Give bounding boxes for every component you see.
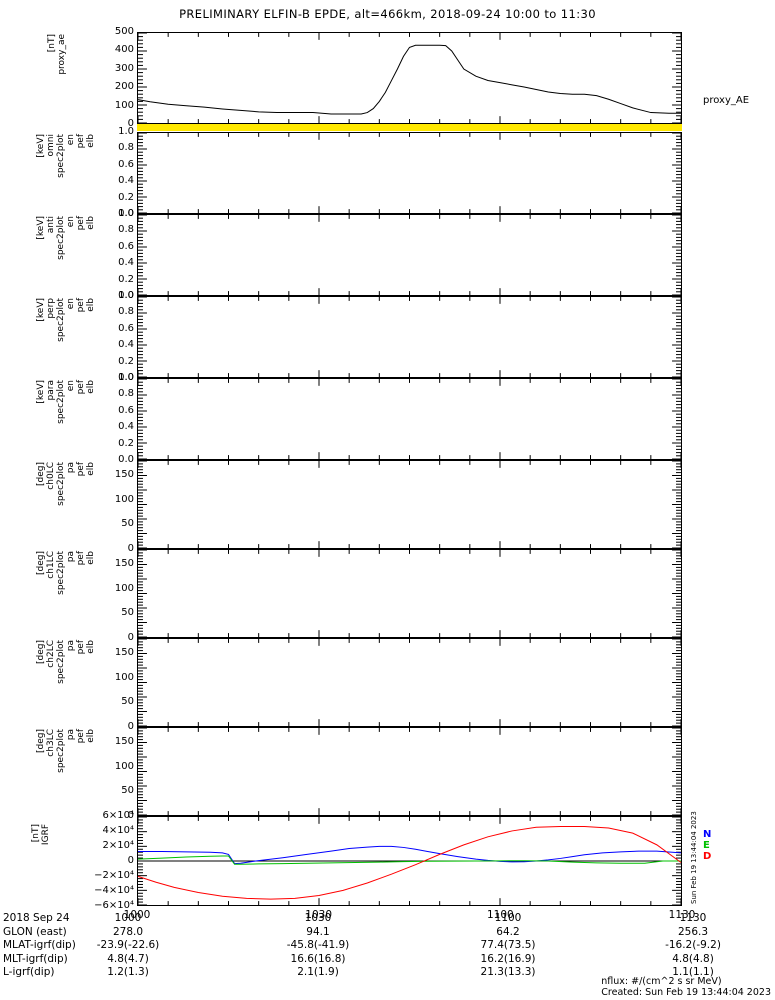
legend-item-d: D bbox=[703, 851, 712, 862]
info-value: -45.8(-41.9) bbox=[286, 939, 350, 951]
panel-pa-ch0lc-yticks: 150 100 50 0 bbox=[114, 468, 134, 554]
info-value: 256.3 bbox=[677, 925, 709, 938]
info-label: 2018 Sep 24 bbox=[3, 912, 70, 924]
nflux-units: nflux: #/(cm^2 s sr MeV) bbox=[601, 976, 722, 987]
panel-pa-ch2lc bbox=[137, 638, 682, 727]
igrf-series-d-line bbox=[138, 827, 681, 900]
legend-item-n: N bbox=[703, 829, 712, 840]
en-perp-plot-area bbox=[138, 297, 681, 377]
igrf-series-n-line bbox=[138, 846, 681, 863]
x-tick-label: 1030 bbox=[305, 909, 333, 921]
panel-en-omni bbox=[137, 132, 682, 214]
proxy-ae-plot-area bbox=[138, 33, 681, 123]
info-value: 1.1(1.1) bbox=[672, 966, 714, 978]
panel-en-para-yticks: 1.0 0.8 0.6 0.4 0.2 0.0 bbox=[118, 372, 134, 465]
panel-pa-ch2lc-ylabel: elb pef pa spec2plot ch2LC [deg] bbox=[36, 640, 96, 684]
axis-ticks bbox=[138, 215, 681, 295]
panel-pa-ch1lc bbox=[137, 549, 682, 638]
page-title: PRELIMINARY ELFIN-B EPDE, alt=466km, 201… bbox=[179, 7, 596, 21]
axis-ticks bbox=[138, 550, 681, 637]
panel-en-omni-ylabel: elb pef en spec2plot omni [keV] bbox=[36, 134, 96, 178]
proxy-ae-right-label: proxy_AE bbox=[703, 95, 750, 106]
info-label: MLAT-igrf(dip) bbox=[3, 939, 76, 951]
en-anti-plot-area bbox=[138, 215, 681, 295]
pa-ch0lc-plot-area bbox=[138, 461, 681, 548]
created-timestamp-vertical: Sun Feb 19 13:44:04 2023 bbox=[690, 811, 698, 904]
created-timestamp: Created: Sun Feb 19 13:44:04 2023 bbox=[601, 987, 771, 998]
panel-pa-ch0lc bbox=[137, 460, 682, 549]
info-value: 1100 bbox=[494, 912, 522, 924]
x-tick-label: 1000 bbox=[123, 909, 151, 921]
info-label: GLON (east) bbox=[3, 925, 67, 938]
igrf-plot-area bbox=[138, 817, 681, 905]
panel-pa-ch3lc bbox=[137, 727, 682, 816]
proxy-ae-line bbox=[138, 45, 681, 114]
panel-en-anti-yticks: 1.0 0.8 0.6 0.4 0.2 0.0 bbox=[118, 208, 134, 301]
igrf-series-e-line bbox=[138, 856, 681, 864]
panel-proxy-ae-ylabel: proxy_ae [nT] bbox=[47, 34, 67, 75]
igrf-legend: N E D bbox=[703, 829, 711, 862]
pa-ch2lc-plot-area bbox=[138, 639, 681, 726]
info-value: 1.2(1.3) bbox=[107, 966, 149, 978]
panel-en-omni-yticks: 1.0 0.8 0.6 0.4 0.2 0.0 bbox=[118, 126, 134, 219]
energy-colorbar bbox=[137, 124, 682, 131]
info-value: 21.3(13.3) bbox=[480, 966, 536, 978]
info-value: 1000 bbox=[114, 912, 142, 924]
axis-ticks bbox=[138, 297, 681, 377]
panel-en-perp-yticks: 1.0 0.8 0.6 0.4 0.2 0.0 bbox=[118, 290, 134, 383]
panel-en-anti bbox=[137, 214, 682, 296]
info-value: 1130 bbox=[679, 912, 707, 924]
info-label: MLT-igrf(dip) bbox=[3, 952, 68, 965]
panel-en-perp-ylabel: elb pef en spec2plot perp [keV] bbox=[36, 298, 96, 342]
info-value: 4.8(4.7) bbox=[107, 952, 149, 965]
pa-ch3lc-plot-area bbox=[138, 728, 681, 815]
pa-ch1lc-plot-area bbox=[138, 550, 681, 637]
axis-ticks bbox=[138, 461, 681, 548]
panel-pa-ch2lc-yticks: 150 100 50 0 bbox=[114, 646, 134, 732]
info-value: 2.1(1.9) bbox=[297, 966, 339, 978]
info-value: -16.2(-9.2) bbox=[665, 939, 721, 951]
info-value: 1030 bbox=[304, 912, 332, 924]
panel-proxy-ae bbox=[137, 32, 682, 124]
info-value: 64.2 bbox=[496, 925, 520, 938]
panel-pa-ch0lc-ylabel: elb pef pa spec2plot ch0LC [deg] bbox=[36, 462, 96, 506]
info-value: 278.0 bbox=[112, 925, 144, 938]
info-label: L-igrf(dip) bbox=[3, 966, 55, 978]
info-value: 94.1 bbox=[306, 925, 330, 938]
en-para-plot-area bbox=[138, 379, 681, 459]
legend-item-e: E bbox=[703, 840, 710, 851]
axis-ticks bbox=[138, 728, 681, 815]
panel-en-anti-ylabel: elb pef en spec2plot anti [keV] bbox=[36, 216, 96, 260]
x-tick-label: 1100 bbox=[486, 909, 514, 921]
en-omni-plot-area bbox=[138, 133, 681, 213]
axis-ticks bbox=[138, 639, 681, 726]
info-value: 4.8(4.8) bbox=[672, 952, 714, 965]
info-value: 77.4(73.5) bbox=[480, 939, 536, 951]
axis-ticks bbox=[138, 379, 681, 459]
info-value: 16.2(16.9) bbox=[480, 952, 536, 965]
axis-ticks bbox=[138, 33, 681, 123]
panel-pa-ch1lc-ylabel: elb pef pa spec2plot ch1LC [deg] bbox=[36, 551, 96, 595]
panel-proxy-ae-yticks: 500 400 300 200 100 0 bbox=[114, 26, 134, 129]
panel-pa-ch1lc-yticks: 150 100 50 0 bbox=[114, 557, 134, 643]
panel-en-para bbox=[137, 378, 682, 460]
panel-en-perp bbox=[137, 296, 682, 378]
panel-en-para-ylabel: elb pef en spec2plot para [keV] bbox=[36, 380, 96, 424]
info-value: -23.9(-22.6) bbox=[96, 939, 160, 951]
axis-ticks bbox=[138, 817, 681, 905]
panel-igrf-ylabel: IGRF [nT] bbox=[31, 824, 51, 846]
panel-pa-ch3lc-ylabel: elb pef pa spec2plot ch3LC [deg] bbox=[36, 729, 96, 773]
footer-notes: nflux: #/(cm^2 s sr MeV) Created: Sun Fe… bbox=[601, 976, 771, 998]
x-tick-label: 1130 bbox=[668, 909, 696, 921]
axis-ticks bbox=[138, 133, 681, 213]
panel-pa-ch3lc-yticks: 150 100 50 0 bbox=[114, 735, 134, 821]
info-value: 16.6(16.8) bbox=[290, 952, 346, 965]
panel-igrf-yticks: 6×10⁴ 4×10⁴ 2×10⁴ 0 −2×10⁴ −4×10⁴ −6×10⁴ bbox=[94, 810, 134, 911]
panel-igrf bbox=[137, 816, 682, 906]
